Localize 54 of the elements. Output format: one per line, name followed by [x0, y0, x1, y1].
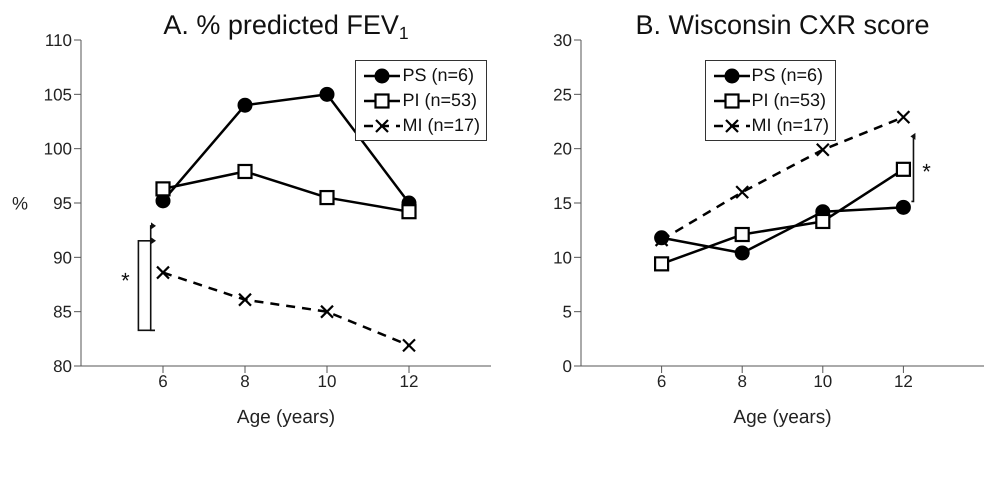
- legend-label: PI (n=53): [752, 90, 826, 111]
- y-tick-label: 80: [53, 357, 72, 376]
- x-tick-label: 12: [400, 372, 418, 392]
- point: [401, 204, 417, 220]
- y-tick-label: 20: [553, 140, 572, 159]
- y-tick-label: 10: [553, 248, 572, 268]
- y-tick-label: 85: [53, 302, 72, 322]
- point: [320, 86, 334, 102]
- x-tick-label: 12: [894, 372, 913, 392]
- x-tick-label: 10: [813, 372, 832, 392]
- y-tick-label: 0: [562, 357, 572, 376]
- x-axis-title: Age (years): [733, 407, 832, 428]
- annotation: *: [121, 268, 130, 294]
- point: [815, 214, 830, 230]
- point: [237, 164, 253, 180]
- point: [402, 338, 416, 352]
- point: [896, 200, 911, 215]
- point: [238, 98, 252, 113]
- annotation: *: [922, 158, 932, 184]
- point: [734, 226, 750, 242]
- y-tick-label: 90: [53, 248, 72, 268]
- chart-title: B. Wisconsin CXR score: [635, 10, 930, 40]
- y-axis-title: %: [12, 193, 28, 214]
- point: [319, 190, 335, 206]
- point: [735, 185, 750, 200]
- x-tick-label: 10: [318, 372, 336, 392]
- point: [238, 292, 252, 307]
- x-tick-label: 8: [240, 372, 250, 392]
- x-tick-label: 8: [737, 372, 747, 392]
- point: [896, 162, 911, 177]
- point: [896, 110, 910, 124]
- legend-label: MI (n=17): [402, 115, 480, 136]
- y-tick-label: 110: [44, 31, 72, 50]
- point: [155, 181, 171, 196]
- point: [816, 142, 830, 157]
- legend-label: MI (n=17): [752, 115, 830, 136]
- y-tick-label: 95: [53, 194, 72, 214]
- y-tick-label: 25: [553, 85, 572, 104]
- legend-label: PS (n=6): [752, 65, 824, 86]
- x-axis-title: Age (years): [236, 407, 336, 428]
- y-tick-label: 15: [553, 194, 572, 214]
- x-tick-label: 6: [656, 372, 666, 392]
- chart-title: A. % predicted FEV$_{1}$: [163, 10, 409, 42]
- legend-label: PI (n=53): [402, 90, 478, 111]
- point: [320, 304, 334, 319]
- y-tick-label: 30: [553, 31, 572, 50]
- point: [654, 256, 670, 272]
- y-tick-label: 100: [44, 140, 72, 159]
- point: [734, 245, 750, 260]
- y-tick-label: 5: [562, 302, 572, 322]
- legend-label: PS (n=6): [402, 65, 474, 86]
- x-tick-label: 6: [158, 372, 168, 392]
- y-tick-label: 105: [44, 85, 72, 104]
- point: [156, 265, 170, 280]
